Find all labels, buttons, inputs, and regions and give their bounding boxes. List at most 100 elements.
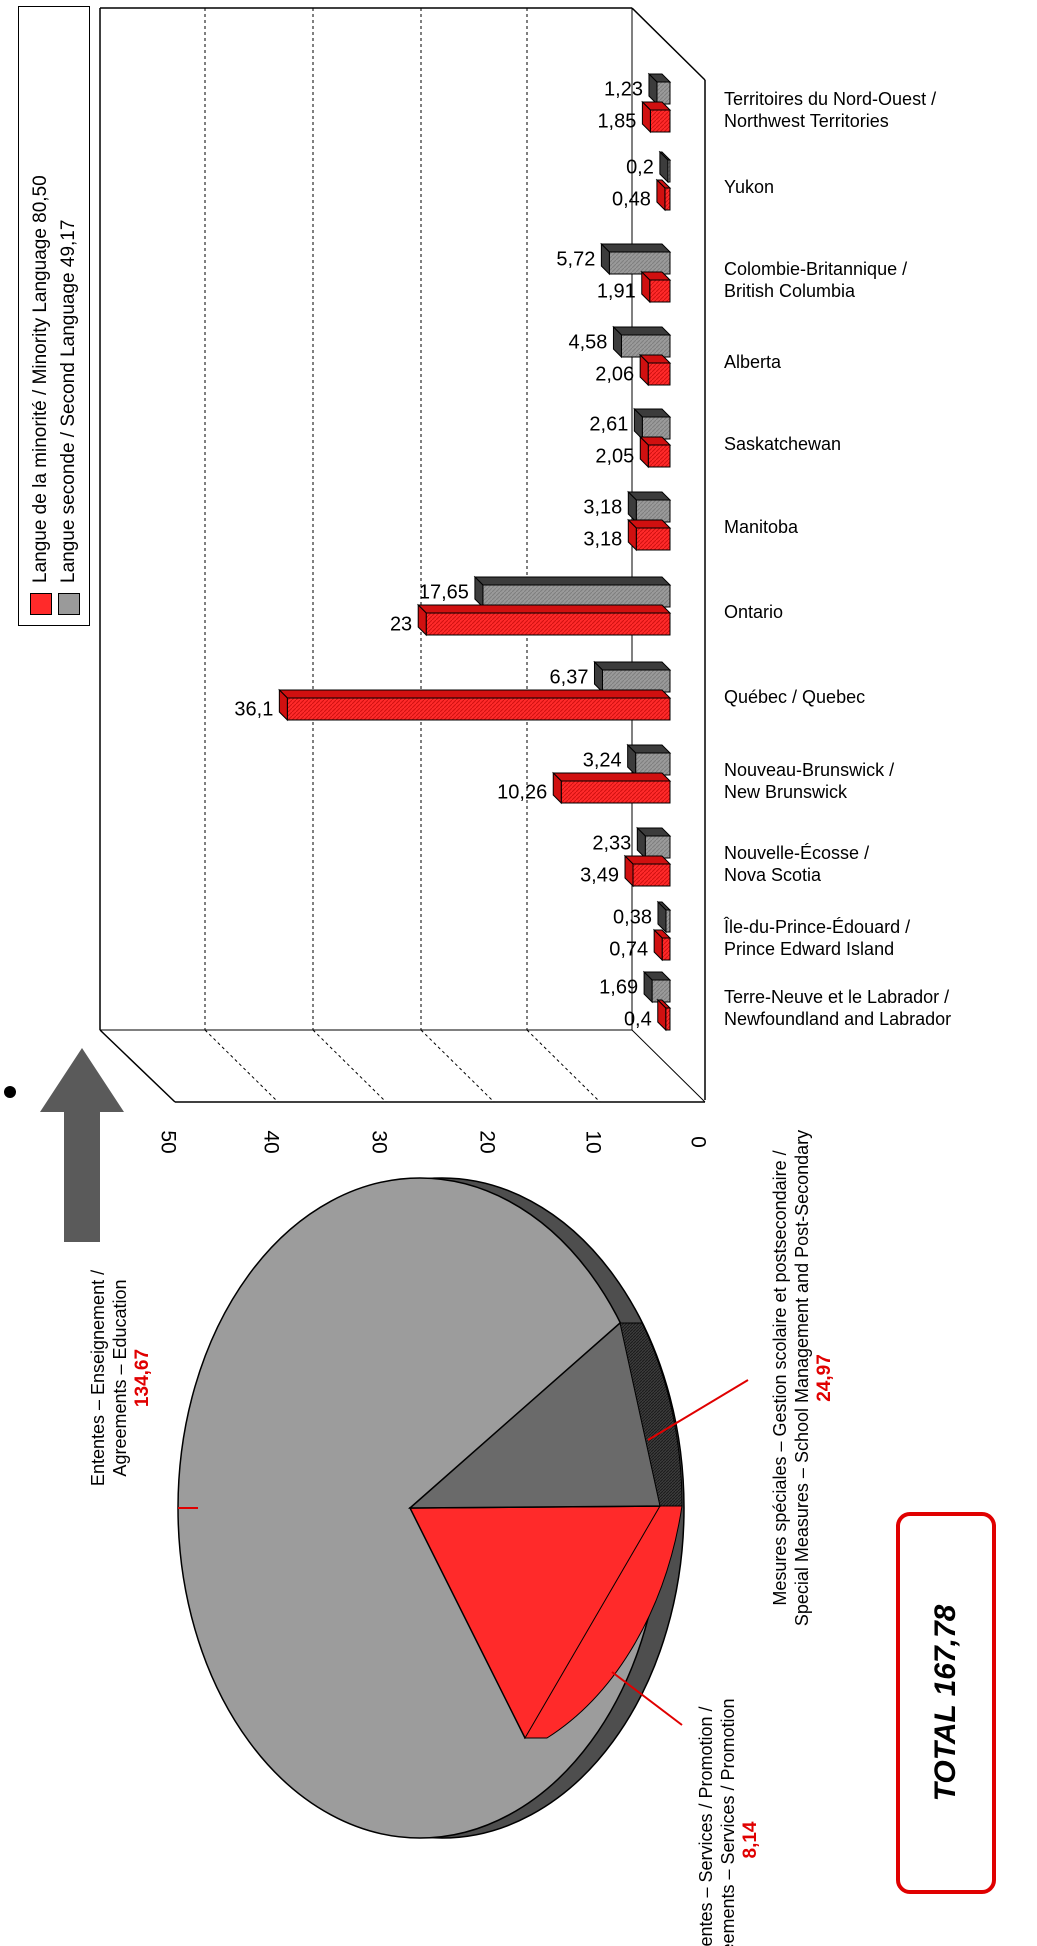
category-label: New Brunswick [724, 782, 848, 802]
arrow-icon [40, 1048, 124, 1242]
category-label: Nouvelle-Écosse / [724, 843, 869, 863]
legend: Langue de la minorité / Minority Languag… [18, 6, 90, 626]
data-label-second: 1,23 [604, 78, 643, 100]
second-language-bar-cap [636, 826, 646, 860]
leader-line-special [647, 1379, 749, 1441]
category-label: Terre-Neuve et le Labrador / [724, 987, 949, 1007]
second-language-bar-cap [627, 743, 637, 777]
data-label-second: 4,58 [569, 331, 608, 353]
category-label: Québec / Quebec [724, 687, 865, 707]
second-language-bar-top [473, 576, 672, 586]
second-language-bar-top [600, 243, 672, 253]
data-label-second: 6,37 [550, 666, 589, 688]
second-language-bar-cap [474, 575, 484, 609]
total-label: TOTAL 167,78 [929, 1604, 962, 1802]
minority-language-bar-cap [627, 518, 637, 552]
minority-language-bar-cap [657, 998, 667, 1032]
value-axis-tick-label: 30 [367, 1130, 390, 1153]
second-language-bar-cap [648, 72, 658, 106]
plot-area [100, 8, 706, 1096]
second-language-bar-cap [612, 325, 622, 359]
pie-education-value: 134,67 [132, 1349, 153, 1407]
value-axis-tick-label: 50 [156, 1130, 179, 1153]
minority-language-bar-cap [656, 178, 666, 212]
second-language-bar-cap [657, 900, 667, 934]
minority-language-bar-cap [552, 771, 562, 805]
second-language-bar-cap [593, 660, 603, 694]
value-axis-tick-label: 20 [475, 1130, 498, 1153]
minority-language-bar-face [425, 612, 671, 636]
total-box: TOTAL 167,78 [896, 1512, 996, 1894]
data-label-minority: 1,85 [597, 110, 636, 132]
pie-education-label-line: Agreements – Education [110, 1279, 130, 1476]
category-label: Île-du-Prince-Édouard / [723, 917, 910, 937]
data-label-second: 1,69 [599, 976, 638, 998]
data-label-minority: 0,4 [624, 1008, 652, 1030]
minority-language-bar-top [416, 604, 672, 614]
second-language-bar-top [593, 661, 672, 671]
pie-education-label: Ententes – Enseignement / Agreements – Ed… [88, 1270, 153, 1486]
category-label: Nova Scotia [724, 865, 822, 885]
pie-special-measures-label: Mesures spéciales – Gestion scolaire et … [770, 1130, 835, 1626]
pie-education-label-line: Ententes – Enseignement / [88, 1270, 108, 1486]
second-language-bar-face [656, 81, 671, 105]
second-language-bar-face [641, 416, 671, 440]
minority-language-bar-cap [639, 435, 649, 469]
pie-chart: Ententes – Enseignement / Agreements – Ed… [88, 1130, 835, 1946]
gridline-floor [526, 1029, 601, 1103]
category-label: Territoires du Nord-Ouest / [724, 89, 936, 109]
category-label: Nouveau-Brunswick / [724, 760, 894, 780]
data-label-second: 0,38 [613, 906, 652, 928]
second-language-bar-face [635, 499, 671, 523]
category-label: Yukon [724, 177, 774, 197]
floor-left-edge [99, 1029, 176, 1103]
minority-language-bar-cap [641, 270, 651, 304]
minority-language-bar-cap [639, 353, 649, 387]
minority-language-bar-face [647, 444, 671, 468]
pie-special-measures-label-line: Mesures spéciales – Gestion scolaire et … [770, 1150, 790, 1605]
data-label-second: 17,65 [419, 581, 469, 603]
data-label-second: 2,61 [589, 413, 628, 435]
data-label-minority: 36,1 [234, 698, 273, 720]
pie-special-measures-value: 24,97 [814, 1354, 835, 1402]
category-label: Alberta [724, 352, 782, 372]
minority-language-bar-face [632, 863, 671, 887]
data-label-minority: 3,18 [583, 528, 622, 550]
minority-language-bar-cap [278, 688, 288, 722]
pie-services-label: Ententes – Services / Promotion / Agreeme… [696, 1698, 761, 1946]
minority-language-bar-top [552, 772, 672, 782]
second-language-bar-face [644, 835, 671, 859]
bullet-icon [4, 1086, 16, 1098]
second-language-bar-face [482, 584, 671, 608]
second-language-bar-cap [643, 970, 653, 1004]
gridline-floor [204, 1029, 279, 1103]
pie-slice-special-measures-side [619, 1322, 683, 1507]
minority-language-bar-face [649, 109, 671, 133]
minority-language-bar-cap [624, 854, 634, 888]
second-language-bar-face [651, 979, 671, 1003]
second-language-bar-cap [627, 490, 637, 524]
data-label-minority: 3,49 [580, 864, 619, 886]
gridline-floor [420, 1029, 495, 1103]
bar-chart: 0 10 20 30 40 50 1,69 0,4 Terre-Neuve et le Labr… [4, 7, 951, 1242]
value-axis-tick-label: 0 [686, 1136, 709, 1148]
minority-language-bar-top [278, 689, 672, 699]
second-language-bar-cap [633, 407, 643, 441]
category-label: Ontario [724, 602, 783, 622]
minority-language-bar-cap [641, 100, 651, 134]
minority-language-bar-face [665, 1007, 671, 1031]
category-label: Colombie-Britannique / [724, 259, 907, 279]
minority-language-bar-face [647, 362, 671, 386]
second-language-bar-top [612, 326, 672, 336]
minority-language-bar-face [661, 937, 671, 961]
pie-services-label-line: Ententes – Services / Promotion / [696, 1706, 716, 1946]
second-language-bar-cap [659, 150, 669, 184]
value-axis-tick-label: 10 [581, 1130, 604, 1153]
second-language-bar-face [601, 669, 671, 693]
data-label-minority: 23 [390, 613, 412, 635]
second-language-bar-face [665, 909, 671, 933]
minority-language-bar-face [664, 187, 671, 211]
category-label: Manitoba [724, 517, 799, 537]
minority-language-bar-face [560, 780, 671, 804]
